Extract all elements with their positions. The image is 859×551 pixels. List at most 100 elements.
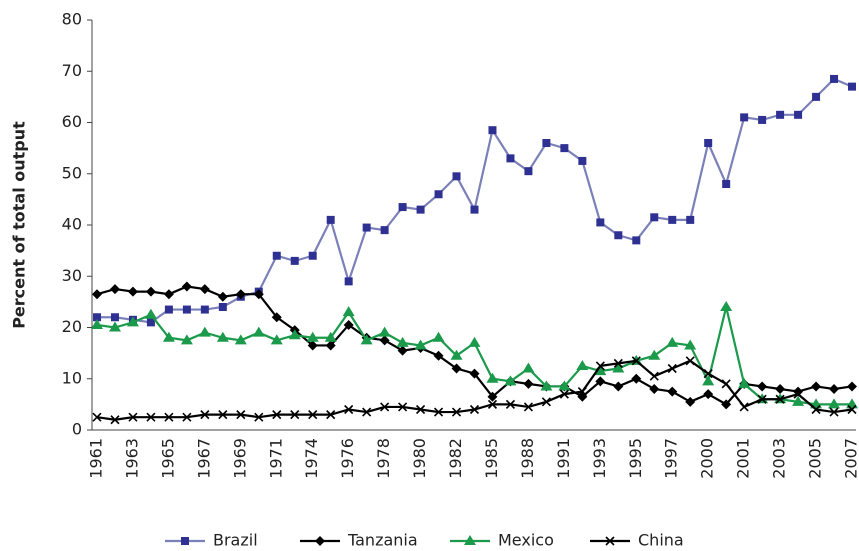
marker — [739, 402, 749, 412]
marker — [812, 92, 821, 101]
marker — [486, 372, 499, 383]
marker — [848, 82, 856, 91]
marker — [686, 215, 695, 224]
marker — [163, 289, 174, 300]
x-tick-label: 2000 — [698, 438, 717, 479]
marker — [315, 536, 325, 546]
marker — [362, 223, 371, 232]
marker — [578, 156, 587, 165]
y-tick-label: 50 — [62, 163, 82, 182]
marker — [793, 389, 803, 399]
legend-item: China — [590, 531, 684, 550]
x-tick-label: 1980 — [410, 438, 429, 479]
x-tick-label: 1963 — [122, 438, 141, 479]
y-tick-label: 70 — [62, 61, 82, 80]
marker — [487, 391, 498, 402]
marker — [127, 286, 138, 297]
marker — [146, 412, 156, 422]
marker — [182, 305, 191, 314]
marker — [576, 359, 589, 370]
marker — [416, 404, 426, 415]
marker — [830, 74, 839, 83]
marker — [92, 289, 102, 300]
y-axis-title: Percent of total output — [10, 121, 29, 329]
marker — [775, 384, 786, 394]
marker — [272, 410, 282, 420]
marker — [488, 126, 497, 135]
marker — [757, 394, 767, 404]
x-tick-label: 1971 — [266, 438, 285, 479]
marker — [234, 334, 247, 345]
marker — [632, 236, 641, 245]
marker — [254, 412, 264, 422]
marker — [828, 398, 841, 409]
marker — [110, 415, 120, 425]
marker — [146, 318, 155, 327]
marker — [560, 144, 569, 153]
marker — [416, 205, 425, 214]
marker — [182, 412, 192, 422]
marker — [649, 384, 660, 394]
legend-item: Tanzania — [300, 531, 418, 550]
marker — [218, 303, 227, 311]
marker — [451, 363, 462, 374]
x-tick-label: 2003 — [770, 438, 789, 479]
marker — [542, 139, 551, 147]
marker — [506, 154, 515, 163]
legend-item: Brazil — [165, 531, 258, 550]
marker — [199, 284, 210, 295]
marker — [290, 256, 299, 265]
x-tick-label: 1976 — [338, 438, 357, 479]
marker — [126, 316, 139, 327]
marker — [200, 410, 210, 420]
marker — [396, 336, 409, 347]
marker — [398, 402, 408, 412]
marker — [577, 386, 587, 397]
marker — [324, 331, 337, 342]
x-tick-label: 1961 — [87, 438, 106, 479]
marker — [829, 407, 839, 417]
marker — [108, 321, 121, 332]
marker — [794, 110, 803, 119]
marker — [468, 336, 481, 347]
marker — [91, 318, 103, 329]
marker — [109, 284, 120, 295]
marker — [414, 339, 427, 350]
x-tick-label: 1969 — [230, 438, 249, 479]
marker — [464, 535, 476, 545]
x-tick-label: 1985 — [482, 438, 501, 479]
marker — [722, 180, 731, 188]
legend-label: China — [638, 531, 684, 550]
marker — [92, 412, 102, 422]
x-tick-label: 1993 — [590, 438, 609, 479]
marker — [343, 319, 354, 330]
marker — [523, 402, 533, 412]
marker — [378, 326, 391, 337]
marker — [666, 336, 679, 347]
marker — [631, 373, 642, 384]
marker — [128, 412, 138, 422]
marker — [181, 281, 192, 292]
x-tick-label: 1982 — [446, 438, 465, 479]
marker — [433, 350, 444, 361]
y-tick-label: 40 — [62, 215, 82, 234]
marker — [596, 218, 605, 227]
marker — [398, 203, 407, 212]
marker — [344, 404, 354, 415]
marker — [288, 329, 301, 340]
marker — [740, 113, 749, 122]
marker — [272, 251, 281, 260]
marker — [110, 313, 119, 322]
marker — [720, 301, 733, 311]
marker — [776, 110, 785, 119]
marker — [93, 313, 101, 322]
marker — [326, 410, 336, 420]
marker — [684, 339, 697, 350]
marker — [540, 380, 553, 391]
y-tick-label: 10 — [62, 368, 82, 387]
marker — [667, 363, 677, 374]
x-tick-label: 1974 — [302, 438, 321, 479]
marker — [605, 536, 615, 546]
marker — [614, 231, 623, 240]
